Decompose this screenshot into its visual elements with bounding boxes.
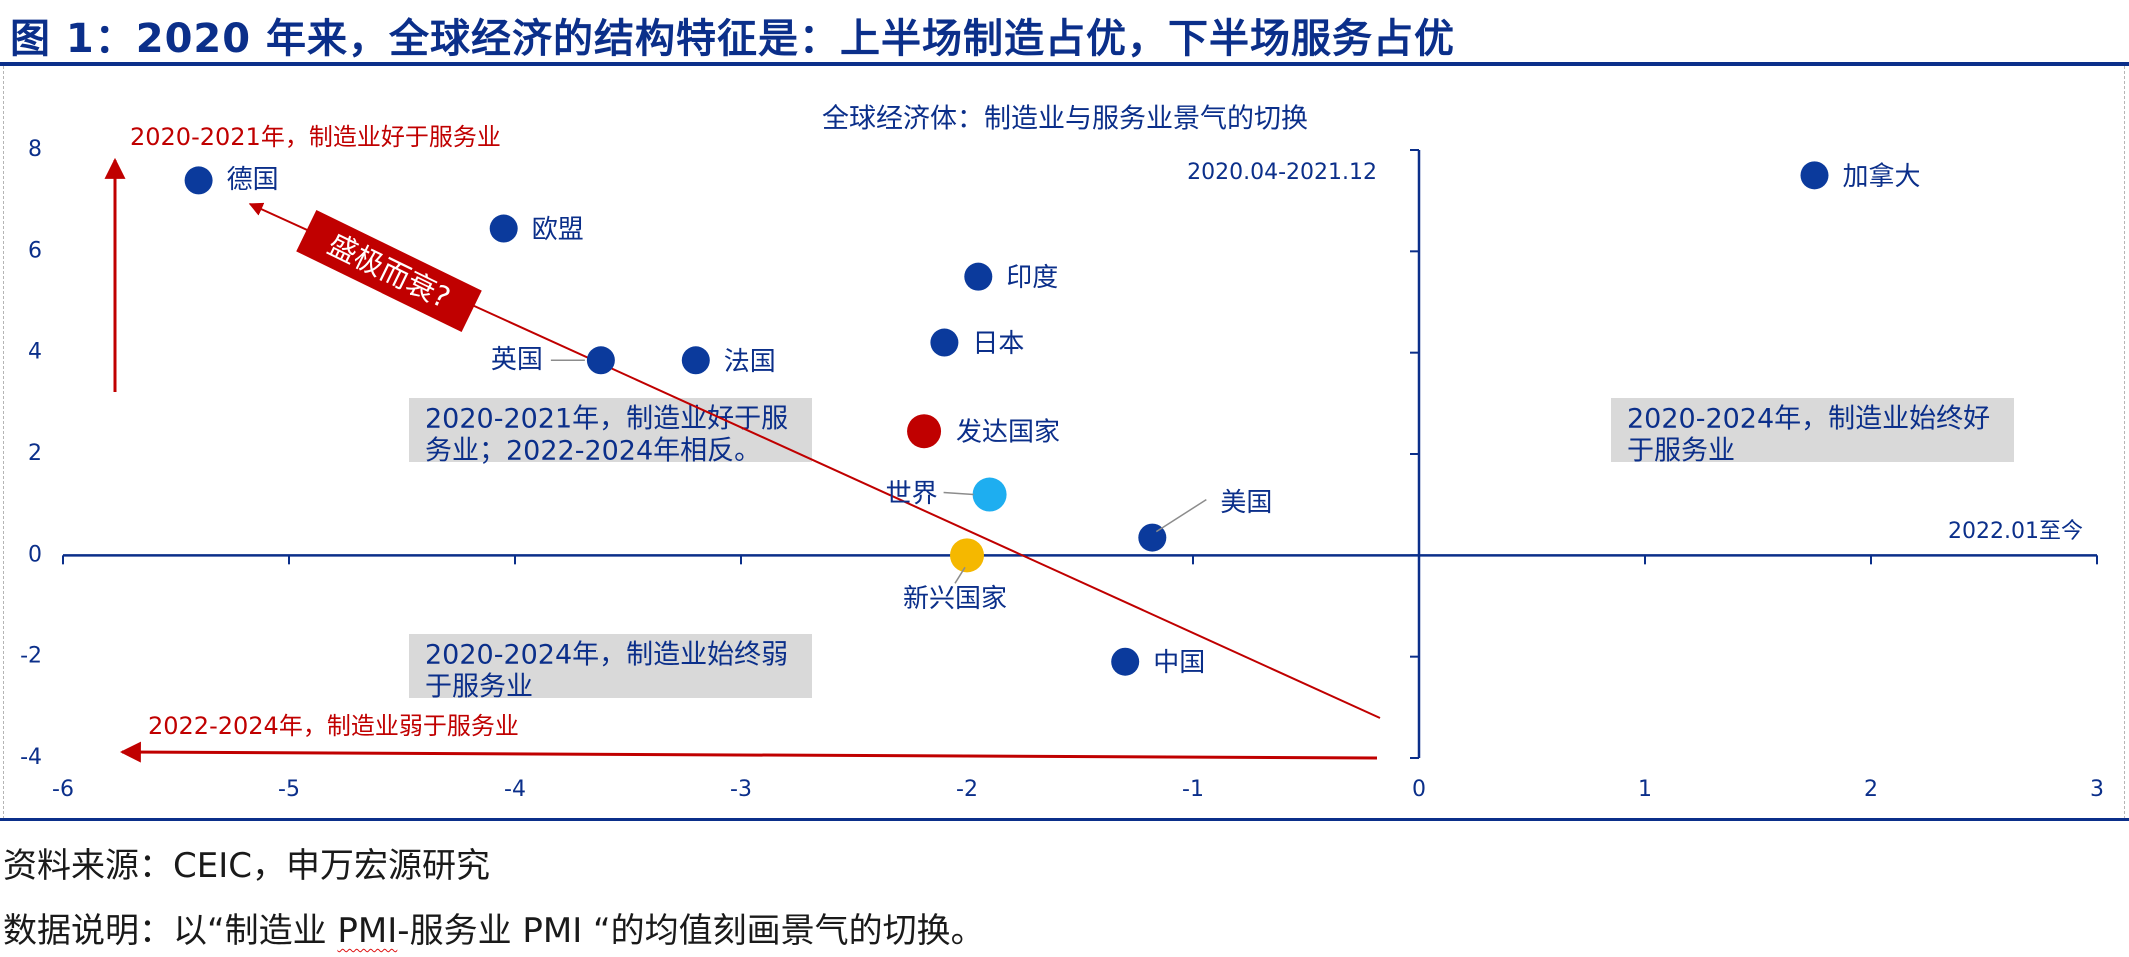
box-upper-right-bg <box>1611 398 2014 462</box>
x-tick-label: -6 <box>52 777 74 802</box>
chart-title: 全球经济体：制造业与服务业景气的切换 <box>822 104 1308 135</box>
x-tick-label: 2 <box>1864 777 1878 802</box>
box-upper-right-line-1: 2020-2024年，制造业始终好 <box>1627 404 1990 435</box>
x-tick-label: 0 <box>1412 777 1426 802</box>
point-发达国家 <box>907 414 942 449</box>
leader-美国 <box>1155 498 1207 533</box>
point-日本 <box>930 328 959 357</box>
x-tick-label: -4 <box>504 777 526 802</box>
source-note: 资料来源：CEIC，申万宏源研究 <box>3 846 490 886</box>
box-lower-left-line-2: 于服务业 <box>425 672 533 703</box>
y-tick-label: 0 <box>28 542 42 567</box>
data-description-rest: -服务业 PMI “的均值刻画景气的切换。 <box>397 911 985 951</box>
x-tick-label: -1 <box>1182 777 1204 802</box>
label-法国: 法国 <box>724 347 776 377</box>
x-tick-label: 1 <box>1638 777 1652 802</box>
box-lower-left-bg <box>409 634 812 698</box>
label-欧盟: 欧盟 <box>532 215 584 245</box>
point-新兴国家 <box>950 538 984 573</box>
trend-tag: 盛极而衰? <box>296 209 482 333</box>
label-世界: 世界 <box>886 479 938 509</box>
left-arrow <box>119 741 1378 763</box>
y-axis-period-label: 2020.04-2021.12 <box>1187 160 1377 185</box>
label-美国: 美国 <box>1220 488 1272 518</box>
label-新兴国家: 新兴国家 <box>903 584 1007 614</box>
y-tick-label: 2 <box>28 441 42 466</box>
label-德国: 德国 <box>227 165 279 195</box>
y-tick-label: 8 <box>28 137 42 162</box>
y-tick-label: 6 <box>28 238 42 263</box>
leader-世界 <box>943 491 974 496</box>
trend-tag-bg <box>296 209 482 333</box>
point-法国 <box>681 346 710 375</box>
data-description-prefix: 数据说明：以“制造业 <box>3 911 338 951</box>
point-加拿大 <box>1800 161 1829 190</box>
data-description-pmi: PMI <box>337 911 398 951</box>
figure-title: 图 1：2020 年来，全球经济的结构特征是：上半场制造占优，下半场服务占优 <box>10 16 1456 62</box>
point-英国 <box>586 346 615 375</box>
point-美国 <box>1138 523 1167 552</box>
leader-新兴国家 <box>954 566 966 584</box>
point-印度 <box>964 262 993 291</box>
up-arrow-label: 2020-2021年，制造业好于服务业 <box>130 123 501 151</box>
box-upper-left-line-2: 务业；2022-2024年相反。 <box>425 436 761 467</box>
label-加拿大: 加拿大 <box>1843 162 1921 192</box>
y-tick-label: -2 <box>20 644 42 669</box>
x-tick-label: 3 <box>2090 777 2104 802</box>
x-tick-label: -5 <box>278 777 300 802</box>
point-中国 <box>1111 647 1140 676</box>
box-lower-left-line-1: 2020-2024年，制造业始终弱 <box>425 640 788 671</box>
x-tick-label: -2 <box>956 777 978 802</box>
label-印度: 印度 <box>1006 263 1058 293</box>
y-tick-label: -4 <box>20 745 42 770</box>
source-rule <box>0 818 2129 821</box>
title-rule <box>0 62 2129 66</box>
figure-frame <box>3 66 2125 819</box>
box-upper-right-line-2: 于服务业 <box>1627 436 1735 467</box>
x-tick-label: -3 <box>730 777 752 802</box>
box-upper-left-line-1: 2020-2021年，制造业好于服 <box>425 404 788 435</box>
data-description: 数据说明：以“制造业 PMI-服务业 PMI “的均值刻画景气的切换。 <box>3 903 985 952</box>
point-欧盟 <box>489 214 518 243</box>
x-axis-period-label: 2022.01至今 <box>1948 519 2083 544</box>
y-tick-label: 4 <box>28 340 42 365</box>
label-发达国家: 发达国家 <box>956 418 1060 448</box>
label-日本: 日本 <box>972 329 1024 359</box>
label-中国: 中国 <box>1153 648 1205 678</box>
point-世界 <box>972 477 1007 512</box>
point-德国 <box>184 166 213 195</box>
left-arrow-label: 2022-2024年，制造业弱于服务业 <box>148 712 519 740</box>
label-英国: 英国 <box>491 345 543 375</box>
